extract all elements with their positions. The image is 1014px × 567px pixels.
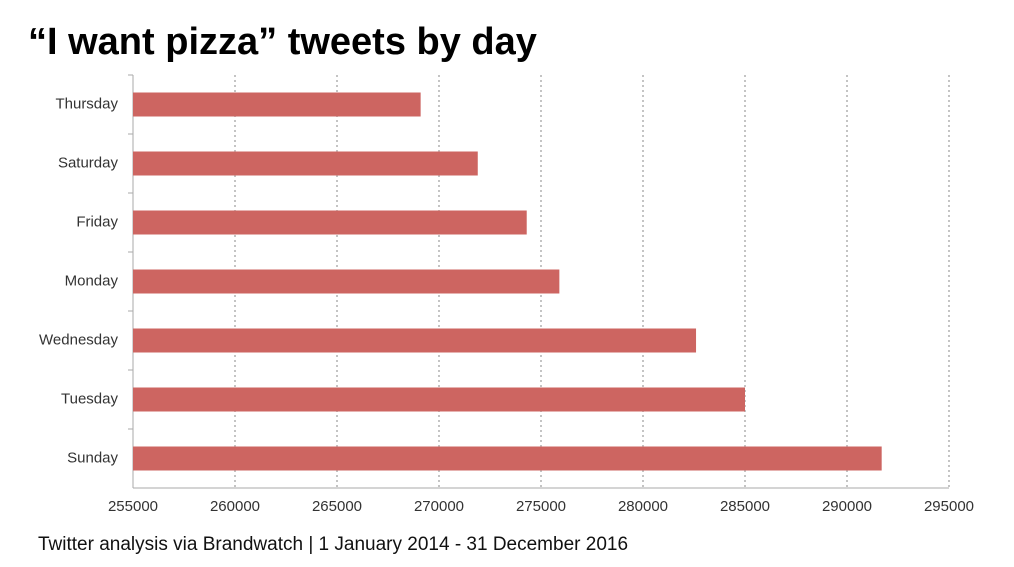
x-tick-label: 270000 <box>414 498 464 515</box>
x-tick-label: 280000 <box>618 498 668 515</box>
y-tick-label: Tuesday <box>61 390 118 407</box>
bar <box>133 446 882 471</box>
x-tick-label: 255000 <box>108 498 158 515</box>
bar <box>133 387 745 412</box>
x-tick-label: 265000 <box>312 498 362 515</box>
y-tick-label: Wednesday <box>39 331 118 348</box>
x-tick-label: 295000 <box>924 498 974 515</box>
bar <box>133 210 527 235</box>
y-tick-label: Sunday <box>67 449 118 466</box>
x-tick-label: 285000 <box>720 498 770 515</box>
chart-subtitle: Twitter analysis via Brandwatch | 1 Janu… <box>38 534 628 555</box>
bar <box>133 328 697 353</box>
x-tick-label: 275000 <box>516 498 566 515</box>
y-tick-label: Thursday <box>55 95 118 112</box>
x-tick-label: 260000 <box>210 498 260 515</box>
bar <box>133 151 478 176</box>
y-tick-label: Saturday <box>58 154 119 171</box>
chart-title: “I want pizza” tweets by day <box>28 21 537 63</box>
x-tick-label: 290000 <box>822 498 872 515</box>
bar <box>133 92 421 117</box>
y-tick-label: Friday <box>76 213 118 230</box>
bar <box>133 269 560 294</box>
y-tick-label: Monday <box>65 272 119 289</box>
